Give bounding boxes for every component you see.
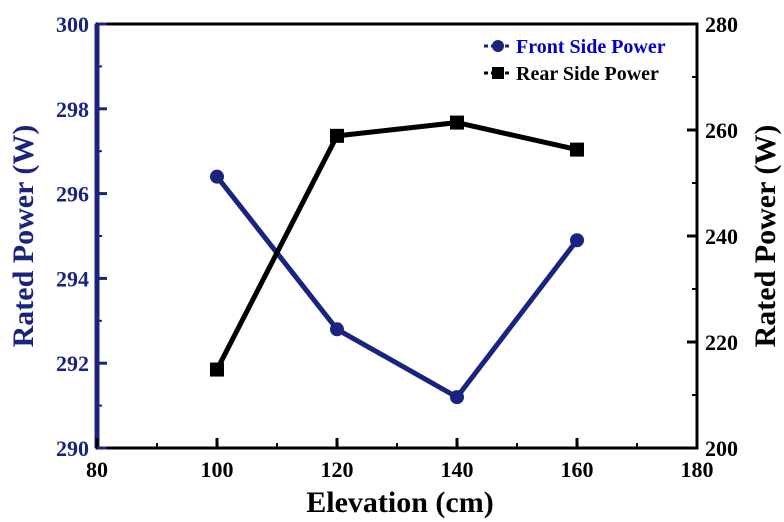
x-tick-label: 140 [441,457,474,482]
legend: Front Side Power Rear Side Power [484,36,666,85]
right-y-tick-label: 200 [705,436,738,461]
rear-data-point [210,362,224,377]
legend-item-rear: Rear Side Power [484,63,659,85]
series-layer [210,115,584,405]
right-y-tick-label: 280 [705,12,738,37]
ticks-layer: 80 100 120 140 160 180 290 292 294 296 298 300 200 22… [56,12,738,482]
front-data-point [450,390,464,405]
left-y-tick-label: 292 [56,351,89,376]
rear-data-point [450,115,464,130]
series-line-rear [214,120,578,371]
plot-frame [95,22,699,450]
x-tick-label: 80 [86,457,108,482]
series-line-front [215,175,579,401]
x-tick-label: 120 [321,457,354,482]
right-y-tick-label: 240 [705,224,738,249]
right-y-axis-label: Rated Power (W) [749,125,782,348]
front-data-point [330,322,344,337]
rear-data-point [570,142,584,157]
x-tick-label: 160 [561,457,594,482]
front-data-point [570,233,584,248]
left-y-axis-label: Rated Power (W) [7,125,40,348]
legend-item-front: Front Side Power [484,36,666,58]
rear-data-point [330,128,344,143]
legend-front-label: Front Side Power [516,36,666,58]
left-y-tick-label: 296 [56,182,89,207]
left-y-tick-label: 294 [56,266,89,291]
x-tick-label: 100 [201,457,234,482]
left-y-tick-label: 290 [56,436,89,461]
left-y-tick-label: 300 [56,12,89,37]
left-y-tick-label: 298 [56,97,89,122]
legend-front-marker [492,40,504,52]
legend-rear-marker [492,67,504,79]
front-data-point [210,169,224,184]
legend-rear-label: Rear Side Power [516,63,659,85]
right-y-tick-label: 220 [705,330,738,355]
x-tick-label: 180 [681,457,714,482]
x-axis-label: Elevation (cm) [306,486,493,519]
right-y-tick-label: 260 [705,118,738,143]
